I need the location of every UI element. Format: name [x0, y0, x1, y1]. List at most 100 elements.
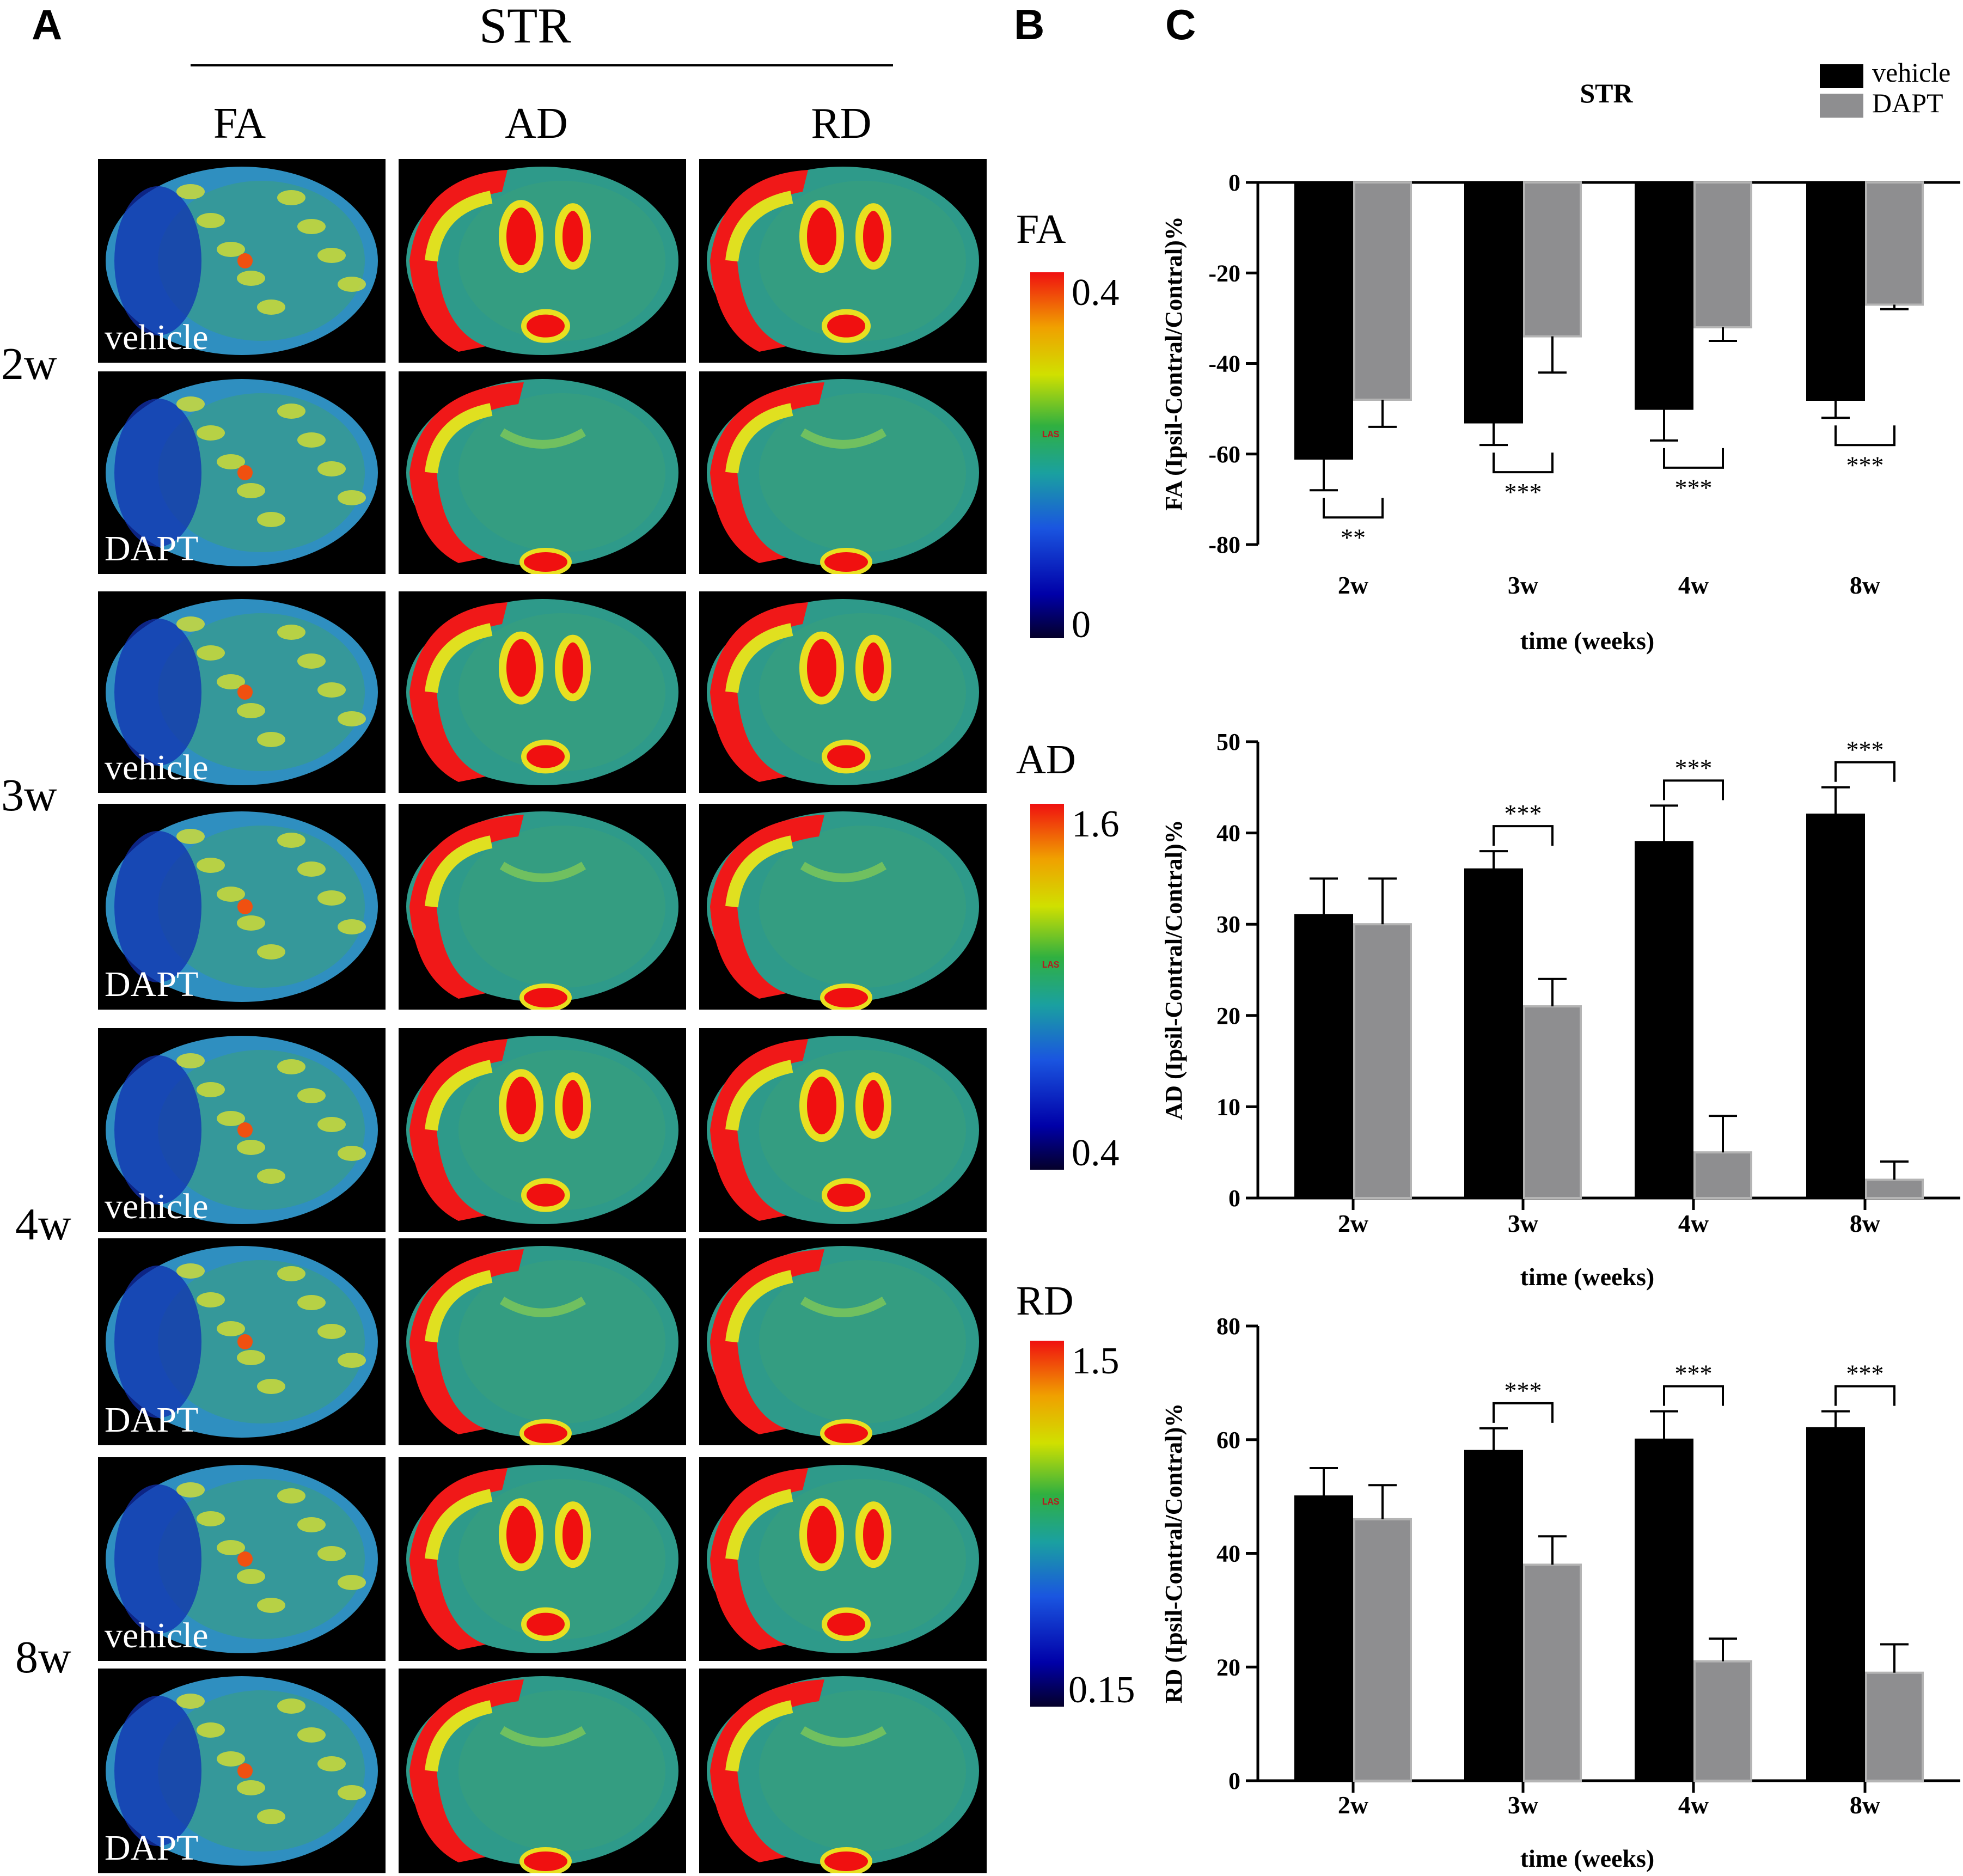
tile-label-dapt: DAPT: [105, 1828, 199, 1868]
chart-rd-bar-dapt-3w: [1523, 1563, 1582, 1782]
chart-rd-y-tick-label: 0: [1228, 1768, 1240, 1794]
mri-tile-ad-4w-vehicle: [399, 1028, 686, 1232]
mri-tile-rd-4w-vehicle: [699, 1028, 987, 1232]
tile-label-dapt: DAPT: [105, 1400, 199, 1440]
chart-fa-sig-bracket: [1663, 448, 1724, 469]
chart-fa-y-tick-label: -80: [1208, 531, 1240, 558]
week-label-2w: 2w: [1, 339, 57, 389]
chart-ad-bar-vehicle-3w: [1464, 868, 1523, 1199]
tile-label-vehicle: vehicle: [105, 317, 209, 357]
chart-fa-sig-label: ***: [1846, 451, 1884, 479]
panel-letter-b: B: [1014, 1, 1045, 48]
column-header-rd: RD: [811, 100, 872, 148]
panel-letter-c: C: [1165, 1, 1196, 48]
chart-ad-sig-bracket: [1493, 825, 1554, 846]
colorbar-fa-orientation-mark: LAS: [1042, 430, 1060, 441]
chart-rd-y-tick-label: 60: [1216, 1427, 1240, 1453]
chart-fa-y-label: FA (Ipsil-Contral/Contral)%: [1160, 216, 1187, 511]
mri-tile-fa-3w-dapt: DAPT: [98, 804, 386, 1010]
colorbar-fa-max: 0.4: [1072, 272, 1120, 314]
chart-fa-bar-dapt-3w: [1523, 181, 1582, 338]
chart-ad-y-tick-label: 30: [1216, 911, 1240, 938]
colorbar-rd-gradient: [1030, 1341, 1064, 1707]
column-header-ad: AD: [505, 100, 568, 148]
chart-fa-bar-dapt-8w: [1865, 181, 1924, 306]
chart-rd-sig-bracket: [1493, 1402, 1554, 1423]
chart-fa-x-label: time (weeks): [1520, 627, 1655, 655]
chart-fa-sig-label: ***: [1505, 478, 1542, 506]
legend-label-dapt: DAPT: [1872, 88, 1943, 118]
mri-tile-ad-3w-dapt: [399, 804, 686, 1010]
chart-fa-bar-dapt-2w: [1353, 181, 1412, 401]
mri-tile-fa-2w-vehicle: vehicle: [98, 159, 386, 363]
tile-label-dapt: DAPT: [105, 529, 199, 569]
chart-fa-x-tick-label: 2w: [1338, 571, 1368, 599]
mri-tile-fa-8w-vehicle: vehicle: [98, 1457, 386, 1661]
chart-ad-y-tick-label: 50: [1216, 729, 1240, 755]
mri-tile-ad-3w-vehicle: [399, 591, 686, 793]
colorbar-rd-min: 0.15: [1068, 1669, 1135, 1711]
colorbar-rd-title: RD: [1016, 1278, 1074, 1324]
chart-rd-bar-dapt-2w: [1353, 1518, 1412, 1782]
chart-rd-bar-vehicle-2w: [1294, 1495, 1353, 1782]
chart-rd-y-tick-label: 80: [1216, 1313, 1240, 1340]
chart-ad-bar-dapt-4w: [1693, 1151, 1752, 1199]
mri-tile-fa-4w-vehicle: vehicle: [98, 1028, 386, 1232]
colorbar-ad-gradient: [1030, 804, 1064, 1170]
legend-swatch-dapt: [1820, 94, 1863, 118]
chart-ad-bar-dapt-2w: [1353, 923, 1412, 1199]
chart-fa-sig-label: ***: [1675, 474, 1713, 502]
chart-rd-x-tick-label: 3w: [1508, 1791, 1538, 1819]
colorbar-ad-max: 1.6: [1072, 803, 1120, 845]
chart-ad-bar-vehicle-2w: [1294, 914, 1353, 1199]
chart-ad-sig-label: ***: [1846, 736, 1884, 763]
mri-tile-rd-3w-vehicle: [699, 591, 987, 793]
chart-ad-x-tick-label: 8w: [1850, 1209, 1880, 1237]
chart-fa-sig-label: **: [1341, 523, 1366, 551]
colorbar-fa-title: FA: [1016, 206, 1066, 252]
mri-tile-ad-2w-dapt: [399, 371, 686, 574]
chart-rd-sig-bracket: [1834, 1385, 1895, 1406]
chart-fa-y-tick-label: 0: [1228, 169, 1240, 196]
colorbar-ad-title: AD: [1016, 737, 1076, 783]
chart-ad-bar-vehicle-4w: [1635, 841, 1693, 1199]
chart-fa-bar-vehicle-4w: [1635, 181, 1693, 410]
chart-fa-x-tick-label: 4w: [1678, 571, 1709, 599]
chart-fa-bar-dapt-4w: [1693, 181, 1752, 328]
chart-ad-x-tick-label: 2w: [1338, 1209, 1368, 1237]
chart-fa-sig-bracket: [1834, 425, 1895, 447]
chart-ad-x-label: time (weeks): [1520, 1263, 1655, 1291]
colorbar-ad-orientation-mark: LAS: [1042, 960, 1060, 971]
chart-rd-sig-label: ***: [1675, 1360, 1713, 1388]
chart-rd-y-tick-label: 20: [1216, 1654, 1240, 1681]
chart-rd-bar-dapt-8w: [1865, 1671, 1924, 1782]
colorbar-ad-min: 0.4: [1072, 1132, 1120, 1174]
tile-label-vehicle: vehicle: [105, 748, 209, 787]
chart-ad-x-tick-label: 3w: [1508, 1209, 1538, 1237]
tile-label-vehicle: vehicle: [105, 1616, 209, 1655]
chart-ad-x-tick-label: 4w: [1678, 1209, 1709, 1237]
chart-rd-x-label: time (weeks): [1520, 1844, 1655, 1872]
chart-fa-sig-bracket: [1323, 498, 1384, 519]
chart-rd-sig-label: ***: [1505, 1377, 1542, 1404]
chart-rd-y-tick-label: 40: [1216, 1541, 1240, 1567]
chart-fa-bar-vehicle-8w: [1806, 181, 1865, 401]
mri-tile-ad-2w-vehicle: [399, 159, 686, 363]
chart-fa-x-tick-label: 3w: [1508, 571, 1538, 599]
mri-tile-rd-3w-dapt: [699, 804, 987, 1010]
mri-tile-rd-4w-dapt: [699, 1238, 987, 1445]
chart-fa-sig-bracket: [1493, 453, 1554, 474]
chart-rd-y-label: RD (Ipsil-Contral/Contral)%: [1160, 1403, 1187, 1703]
chart-fa-y-tick-label: -40: [1208, 351, 1240, 377]
chart-fa-bar-vehicle-2w: [1294, 181, 1353, 460]
legend-swatch-vehicle: [1820, 64, 1863, 88]
chart-ad-bar-vehicle-8w: [1806, 814, 1865, 1199]
chart-ad-sig-label: ***: [1505, 799, 1542, 827]
week-label-4w: 4w: [15, 1199, 71, 1250]
chart-rd-x-tick-label: 2w: [1338, 1791, 1368, 1819]
chart-fa-title: STR: [1580, 78, 1633, 108]
colorbar-fa-min: 0: [1072, 604, 1091, 646]
legend-label-vehicle: vehicle: [1872, 57, 1951, 88]
column-header-fa: FA: [213, 100, 266, 148]
